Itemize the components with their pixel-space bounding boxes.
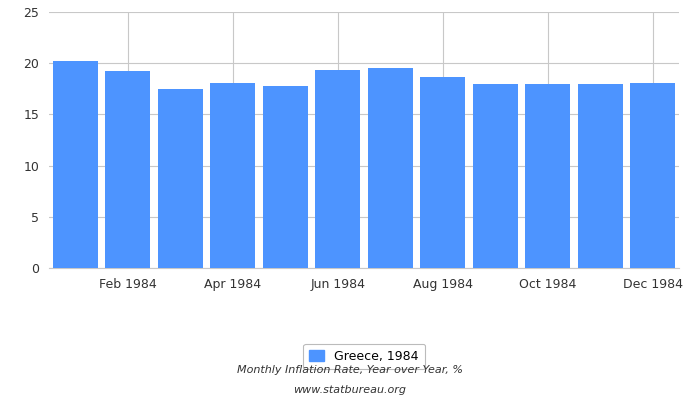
Bar [631,83,675,268]
Bar [368,68,412,268]
Bar [106,71,150,268]
Bar [473,84,517,268]
Bar [53,61,97,268]
Bar [421,76,465,268]
Bar [526,84,570,268]
Legend: Greece, 1984: Greece, 1984 [303,344,425,369]
Bar [263,86,307,268]
Bar [158,89,202,268]
Bar [211,83,255,268]
Text: www.statbureau.org: www.statbureau.org [293,385,407,395]
Bar [578,84,622,268]
Text: Monthly Inflation Rate, Year over Year, %: Monthly Inflation Rate, Year over Year, … [237,365,463,375]
Bar [316,70,360,268]
